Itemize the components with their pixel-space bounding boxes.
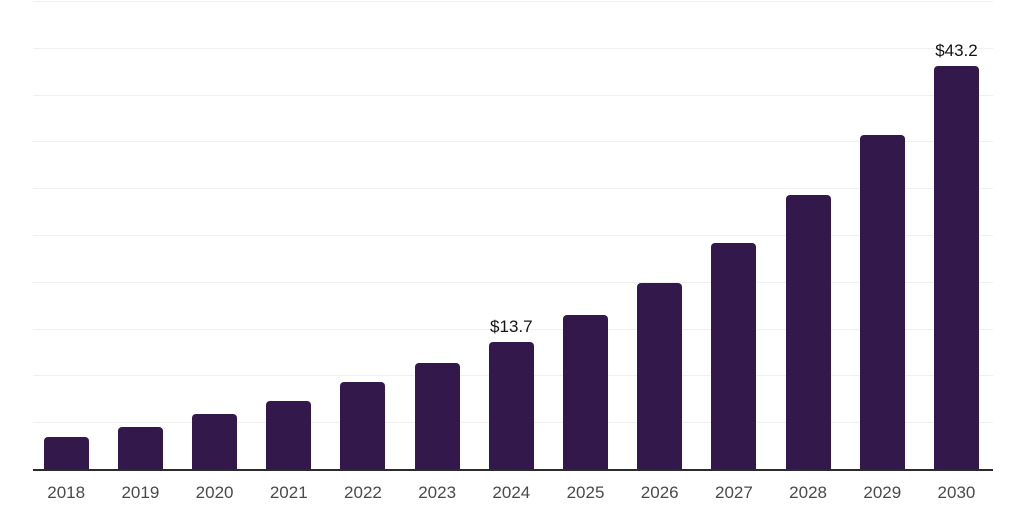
x-axis-line [33,468,993,471]
bar-2027 [711,243,757,470]
gridline-35 [33,141,993,143]
bar-2029 [859,134,905,470]
bar-2021 [266,400,312,470]
x-axis-tick-label-2029: 2029 [863,483,902,502]
x-axis-tick-label-2024: 2024 [492,483,531,502]
bar-2030 [933,65,979,470]
x-axis-tick-label-2022: 2022 [344,483,382,502]
x-axis-tick-label-2025: 2025 [566,483,605,502]
bar-2025 [563,314,609,470]
bar-value-label-2030: $43.2 [935,40,978,60]
x-axis-tick-label-2028: 2028 [789,483,827,502]
x-axis-tick-label-2021: 2021 [269,483,308,502]
gridline-50 [33,1,993,2]
gridline-15 [33,328,993,330]
bar-value-label-2024: $13.7 [490,316,533,336]
bar-2024 [488,341,534,470]
bar-2026 [637,282,683,470]
x-axis-tick-label-2020: 2020 [195,483,234,502]
gridline-30 [33,188,993,190]
x-axis-tick-label-2018: 2018 [47,483,86,502]
bar-2019 [117,426,163,470]
bar-2023 [414,363,460,470]
x-axis-tick-label-2023: 2023 [418,483,457,502]
gridline-25 [33,235,993,236]
x-axis-tick-label-2027: 2027 [714,483,753,502]
bar-2022 [340,382,386,470]
gridline-45 [33,47,993,49]
x-axis-tick-label-2030: 2030 [937,483,976,502]
bar-2028 [785,194,831,470]
gridline-20 [33,281,993,283]
x-axis-tick-label-2026: 2026 [640,483,679,502]
bar-2018 [43,437,89,470]
gridline-40 [33,94,993,96]
x-axis-tick-label-2019: 2019 [121,483,160,502]
bar-2020 [192,413,238,470]
